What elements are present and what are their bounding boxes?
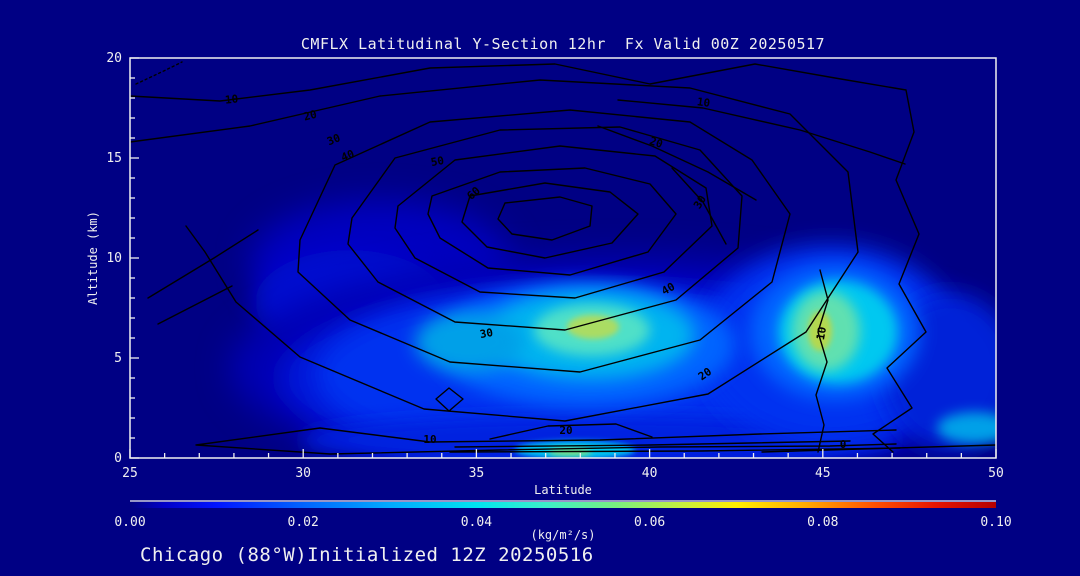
contour-70-loop [461, 182, 639, 259]
contour-20-label-line-right [597, 125, 757, 201]
chart-title: CMFLX Latitudinal Y-Section 12hr Fx Vali… [301, 35, 825, 53]
contour-value-label: 10 [423, 433, 436, 446]
x-tick-label: 30 [295, 466, 311, 481]
contour-60-loop [427, 167, 677, 276]
contour-left-diagonal-b [157, 285, 233, 325]
contour-40-loop [347, 126, 743, 331]
colorbar-tick-label: 0.04 [461, 515, 492, 530]
colorbar-tick-label: 0.06 [634, 515, 665, 530]
colorbar-tick-label: 0.02 [288, 515, 319, 530]
contour-dotted-topleft [135, 61, 183, 85]
contour-30-loop [297, 109, 791, 373]
contour-value-label: 20 [559, 424, 572, 437]
colorbar-tick-labels: 0.00 0.02 0.04 0.06 0.08 0.10 [114, 515, 1011, 530]
contour-50-loop [394, 145, 713, 299]
contour-bottom-line-b [449, 447, 901, 453]
contour-value-label: 20 [302, 108, 318, 124]
contour-20-bottom-v [489, 423, 653, 440]
x-tick-label: 45 [815, 466, 831, 481]
contour-10-outer [130, 63, 927, 453]
contour-value-label: 30 [691, 193, 709, 211]
y-tick-label: 10 [106, 251, 122, 266]
contour-value-label: 30 [479, 326, 494, 341]
contour-20-outer [130, 79, 859, 422]
axis-tick-labels: 25 30 35 40 45 50 0 5 10 15 20 [106, 51, 1003, 481]
contour-80-loop [497, 196, 593, 241]
shading-field [130, 58, 996, 458]
contour-10-label-line-right [617, 99, 906, 165]
contour-value-label: 30 [325, 131, 342, 148]
x-tick-label: 25 [122, 466, 138, 481]
colorbar-tick-label: 0.00 [114, 515, 145, 530]
contour-left-diagonal-a [147, 229, 259, 299]
colorbar: 0.00 0.02 0.04 0.06 0.08 0.10 (kg/m²/s) [114, 500, 1012, 542]
contour-10-bottom [195, 427, 897, 455]
colorbar-gradient [130, 502, 996, 508]
axis-ticks [129, 57, 997, 459]
contour-value-label: 10 [814, 326, 829, 341]
contour-value-label: 40 [339, 147, 356, 164]
contour-value-label: 20 [696, 365, 714, 383]
contour-bottom-line-a [454, 440, 851, 448]
x-tick-label: 50 [988, 466, 1004, 481]
contour-value-label: 20 [648, 134, 665, 150]
contour-0-bottom-right [761, 444, 996, 453]
y-tick-label: 0 [114, 451, 122, 466]
colorbar-units-label: (kg/m²/s) [530, 528, 595, 542]
y-tick-label: 5 [114, 351, 122, 366]
contour-value-label: 10 [224, 92, 239, 106]
contour-30-label-line-right [671, 167, 727, 245]
contour-10-right-vertical [815, 269, 829, 453]
contour-value-label: 10 [696, 95, 711, 110]
contour-small-diamond [435, 387, 464, 412]
contour-lines [130, 61, 996, 455]
contour-value-label: 40 [659, 280, 677, 298]
colorbar-tick-label: 0.08 [807, 515, 838, 530]
y-tick-label: 15 [106, 151, 122, 166]
x-tick-label: 40 [642, 466, 658, 481]
y-tick-label: 20 [106, 51, 122, 66]
contour-value-label: 0 [840, 438, 847, 451]
colorbar-tick-label: 0.10 [980, 515, 1011, 530]
x-axis-label: Latitude [534, 483, 592, 497]
x-tick-label: 35 [469, 466, 485, 481]
footer-station-text: Chicago (88°W)Initialized 12Z 20250516 [140, 544, 594, 566]
contour-value-label: 50 [430, 154, 445, 169]
y-axis-label: Altitude (km) [86, 211, 100, 305]
